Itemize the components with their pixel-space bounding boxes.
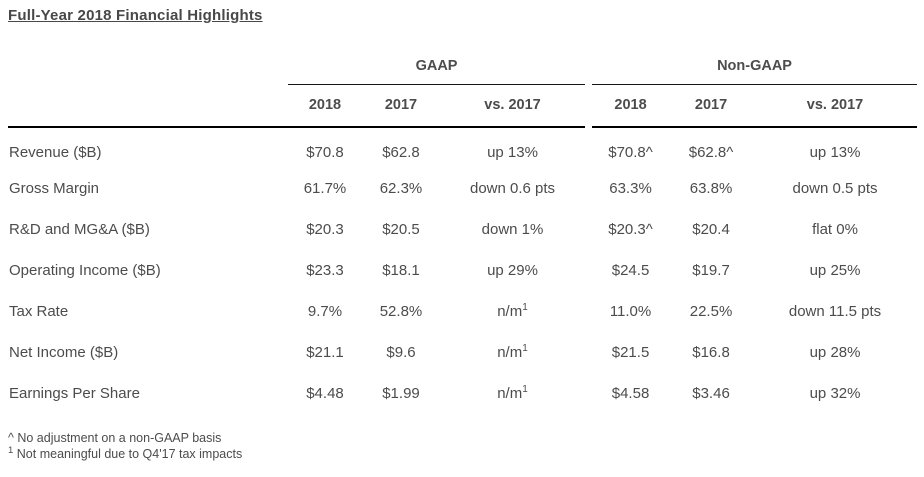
gaap-2018-header: 2018 xyxy=(288,84,362,128)
gaap-vs-2017-value: up 13% xyxy=(487,143,538,161)
non-gaap-2017-value: 63.8% xyxy=(689,180,733,197)
gaap-vs-2017-value: n/m1 xyxy=(497,302,528,321)
footnote-marker: ^ xyxy=(8,431,14,445)
gaap-2018-value: 9.7% xyxy=(307,303,343,320)
group-header-row: GAAP Non-GAAP xyxy=(8,48,918,85)
header-spacer xyxy=(8,48,288,84)
table-row-rd-mga: R&D and MG&A ($B) $20.3 $20.5 down 1% $2… xyxy=(8,209,917,250)
gaap-2018-value: $20.3 xyxy=(306,221,344,238)
header-spacer xyxy=(8,84,288,128)
group-gap xyxy=(585,250,592,291)
non-gaap-2018-value: $70.8^ xyxy=(608,143,653,161)
footnote-marker: 1 xyxy=(8,444,14,456)
non-gaap-2017-value: $3.46 xyxy=(692,385,730,402)
column-header-row: 2018 2017 vs. 2017 2018 2017 vs. 2017 xyxy=(8,84,918,128)
footnote-text: No adjustment on a non-GAAP basis xyxy=(17,431,222,445)
table-row-revenue: Revenue ($B) $70.8 $62.8 up 13% $70.8^ $… xyxy=(8,127,917,168)
row-label: Operating Income ($B) xyxy=(9,262,161,279)
non-gaap-group-header: Non-GAAP xyxy=(592,48,918,85)
footnote-text: Not meaningful due to Q4'17 tax impacts xyxy=(16,446,243,461)
non-gaap-2017-value: $16.8 xyxy=(692,344,730,361)
gaap-2018-value: $23.3 xyxy=(306,262,344,279)
gaap-2017-value: $20.5 xyxy=(382,221,420,238)
non-gaap-2017-value: $20.4 xyxy=(692,221,730,238)
non-gaap-vs-2017-header: vs. 2017 xyxy=(753,84,918,128)
non-gaap-2018-value: 63.3% xyxy=(609,180,652,197)
non-gaap-2017-header: 2017 xyxy=(669,84,754,128)
table-row-operating-income: Operating Income ($B) $23.3 $18.1 up 29%… xyxy=(8,250,917,291)
table-row-net-income: Net Income ($B) $21.1 $9.6 n/m1 $21.5 $1… xyxy=(8,332,917,373)
non-gaap-2018-value: $21.5 xyxy=(611,344,650,361)
group-gap xyxy=(585,209,592,250)
non-gaap-vs-2017-value: up 13% xyxy=(809,143,861,161)
gaap-2017-value: $9.6 xyxy=(386,344,416,361)
gaap-vs-2017-value: down 1% xyxy=(481,221,544,238)
gaap-vs-2017-value: up 29% xyxy=(487,262,538,279)
non-gaap-vs-2017-value: flat 0% xyxy=(812,221,858,238)
gaap-vs-2017-value: n/m1 xyxy=(497,384,528,403)
table-row-gross-margin: Gross Margin 61.7% 62.3% down 0.6 pts 63… xyxy=(8,168,917,209)
row-label: Gross Margin xyxy=(9,180,100,197)
row-label: Tax Rate xyxy=(9,303,69,320)
row-label: Net Income ($B) xyxy=(9,344,119,361)
group-gap xyxy=(585,168,592,209)
gaap-2017-header: 2017 xyxy=(362,84,440,128)
footnote-ref: 1 xyxy=(522,384,528,395)
footnotes: ^ No adjustment on a non-GAAP basis 1 No… xyxy=(8,431,924,462)
gaap-vs-2017-value: down 0.6 pts xyxy=(469,180,556,197)
gaap-2017-value: 62.3% xyxy=(379,180,423,197)
footnote-ref: 1 xyxy=(522,302,528,313)
non-gaap-2018-value: 11.0% xyxy=(609,303,652,320)
footnote-caret: ^ No adjustment on a non-GAAP basis xyxy=(8,431,924,447)
footnote-one: 1 Not meaningful due to Q4'17 tax impact… xyxy=(8,444,924,463)
gaap-2017-value: $18.1 xyxy=(382,262,420,279)
non-gaap-2018-value: $24.5 xyxy=(611,262,650,279)
non-gaap-2018-value: $20.3^ xyxy=(608,221,653,238)
group-gap xyxy=(585,332,592,373)
gaap-group-header: GAAP xyxy=(288,48,586,85)
financial-highlights-table: GAAP Non-GAAP 2018 2017 vs. 2017 2018 20… xyxy=(8,48,918,414)
row-label: Earnings Per Share xyxy=(9,385,140,402)
non-gaap-2017-value: $19.7 xyxy=(692,262,730,279)
footnote-ref: 1 xyxy=(522,343,528,354)
gaap-2017-value: 52.8% xyxy=(379,303,423,320)
page-title: Full-Year 2018 Financial Highlights xyxy=(8,7,263,24)
gaap-vs-2017-value: n/m1 xyxy=(497,343,528,362)
non-gaap-vs-2017-value: down 11.5 pts xyxy=(788,303,882,320)
gaap-2017-value: $62.8 xyxy=(382,143,420,161)
group-gap xyxy=(585,373,592,414)
non-gaap-2017-value: $62.8^ xyxy=(688,143,734,161)
table-row-tax-rate: Tax Rate 9.7% 52.8% n/m1 11.0% 22.5% dow… xyxy=(8,291,917,332)
non-gaap-vs-2017-value: up 25% xyxy=(809,262,861,279)
non-gaap-2018-header: 2018 xyxy=(592,84,670,128)
gaap-2018-value: $4.48 xyxy=(306,385,344,402)
gaap-vs-2017-header: vs. 2017 xyxy=(440,84,586,128)
gaap-2018-value: $70.8 xyxy=(306,143,344,161)
group-gap xyxy=(585,48,592,84)
non-gaap-vs-2017-value: up 28% xyxy=(809,344,861,361)
row-label: Revenue ($B) xyxy=(9,143,102,161)
group-gap xyxy=(585,84,592,127)
non-gaap-vs-2017-value: down 0.5 pts xyxy=(792,180,878,197)
group-gap xyxy=(585,291,592,332)
gaap-2017-value: $1.99 xyxy=(382,385,420,402)
non-gaap-2017-value: 22.5% xyxy=(689,303,733,320)
row-label: R&D and MG&A ($B) xyxy=(9,221,150,238)
table-row-eps: Earnings Per Share $4.48 $1.99 n/m1 $4.5… xyxy=(8,373,917,414)
gaap-2018-value: $21.1 xyxy=(306,344,344,361)
gaap-2018-value: 61.7% xyxy=(303,180,347,197)
non-gaap-2018-value: $4.58 xyxy=(611,385,650,402)
group-gap xyxy=(585,127,592,168)
non-gaap-vs-2017-value: up 32% xyxy=(809,385,861,402)
